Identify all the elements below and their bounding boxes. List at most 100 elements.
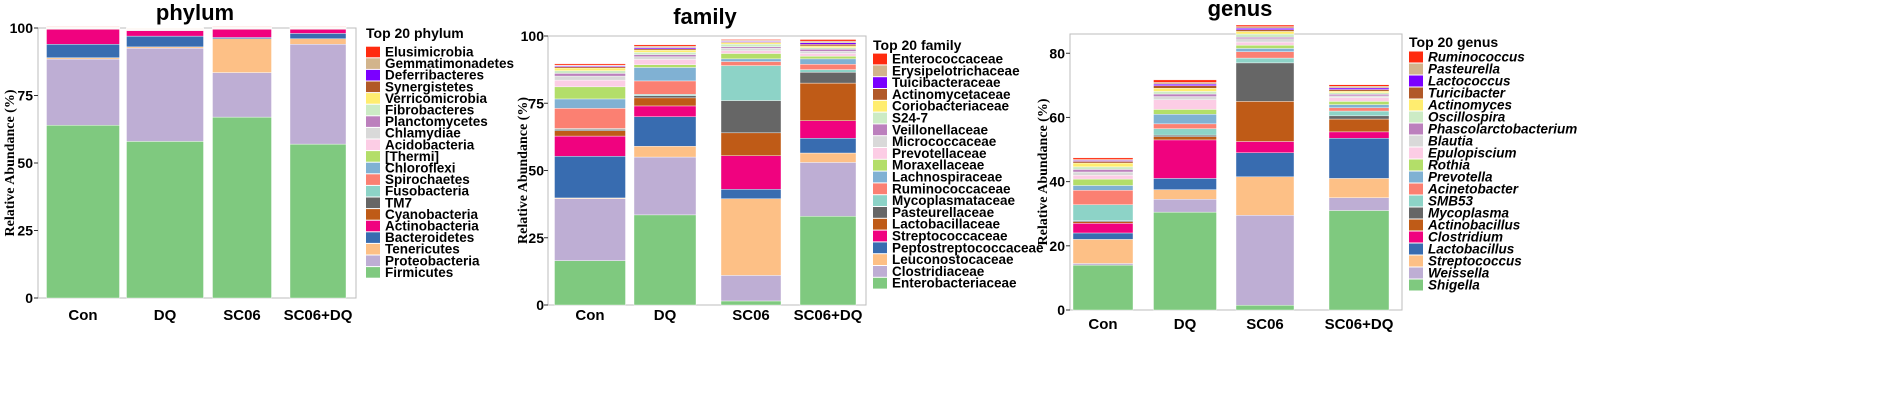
x-category-label: DQ [154, 307, 177, 324]
legend-entry-actinomycetaceae: Actinomycetaceae [892, 87, 1011, 102]
bar-segment-coriobacteriaceae [799, 45, 857, 48]
legend-entry-tuicibacteraceae: Tuicibacteraceae [892, 75, 1001, 90]
bar-stack-sc06-dq [799, 39, 857, 306]
chart-phylum: phylum Relative Abundance (%) 0 25 50 75 100 Co… [3, 0, 514, 324]
bar-segment-proteobacteria [212, 72, 272, 118]
bar-segment-tenericutes [46, 57, 120, 60]
bar-segment-peptostreptococcaceae [554, 156, 626, 199]
bar-stack-sc06-dq [1328, 84, 1390, 311]
bar-segment-micrococcaceae [720, 47, 782, 51]
bar-segment-lactobacillaceae [633, 97, 697, 107]
legend-swatch [873, 124, 887, 136]
bar-segment-pasteurella [1235, 26, 1295, 29]
y-tick-label: 0 [1057, 302, 1065, 318]
bar-segment-tenericutes [126, 46, 204, 49]
legend-entry-oscillospira: Oscillospira [1428, 110, 1506, 125]
legend-entry-streptococcus: Streptococcus [1428, 254, 1522, 269]
y-tick-label: 60 [1049, 109, 1065, 125]
legend-entry-turicibacter: Turicibacter [1428, 86, 1506, 101]
x-category-label: DQ [654, 307, 677, 324]
bar-segment-phascolarctobacterium [1153, 93, 1217, 97]
bar-segment-epulopiscium [1328, 97, 1390, 102]
x-category-label: SC06+DQ [794, 307, 863, 324]
legend-entry-lactococcus: Lactococcus [1428, 74, 1511, 89]
bar-segment-smb53 [1235, 57, 1295, 64]
chart-genus: genus Relative Abundance (%) 0 20 40 60 80 Con D… [1036, 0, 1577, 333]
bar-segment-turicibacter [1328, 89, 1390, 92]
legend: Top 20 phylum ElusimicrobiaGemmatimonadet… [366, 25, 514, 280]
bar-segment-lactobacillus [1153, 178, 1217, 190]
bar-segment-smb53 [1153, 128, 1217, 136]
bar-stack-sc06-dq [289, 26, 347, 299]
bar-segment-streptococcus [1235, 176, 1295, 216]
legend-swatch [1409, 135, 1423, 147]
legend-entry-gemmatimonadetes: Gemmatimonadetes [385, 56, 514, 71]
bar-segment-enterococcaceae [633, 44, 697, 47]
bar-segment-leuconostocaceae [720, 198, 782, 276]
bar-segment-s24-7 [799, 47, 857, 50]
legend-swatch [1409, 75, 1423, 87]
bar-segment-tuicibacteraceae [633, 47, 697, 50]
bar-segment-tuicibacteraceae [799, 42, 857, 45]
bar-segment-actinomycetaceae [799, 44, 857, 47]
bar-segment-clostridiaceae [720, 275, 782, 302]
bar-segment-clostridium [1153, 139, 1217, 179]
bar-segment-rothia [1153, 109, 1217, 115]
y-axis-label: Relative Abundance (%) [516, 97, 531, 244]
bar-segment-blautia [1328, 95, 1390, 98]
legend-swatch [1409, 171, 1423, 183]
bar-segment-lactococcus [1153, 83, 1217, 86]
legend-swatch [873, 77, 887, 88]
legend-title: Top 20 genus [1409, 34, 1498, 50]
bar-segment-micrococcaceae [799, 51, 857, 54]
legend-title: Top 20 family [873, 37, 962, 53]
bar-segment-ruminococcus [1072, 157, 1134, 160]
legend-swatch [873, 148, 887, 159]
bar-segment-clostridiaceae [799, 162, 857, 217]
legend-swatch [873, 218, 887, 230]
y-tick-label: 100 [10, 20, 34, 36]
bar-segment-bacteroidetes [212, 37, 272, 40]
bar-segment-actinomycetaceae [554, 66, 626, 69]
legend-entry-rothia: Rothia [1428, 158, 1470, 173]
legend-entry-proteobacteria: Proteobacteria [385, 253, 480, 268]
legend-entry-tenericutes: Tenericutes [385, 242, 460, 257]
bar-segment-ruminococcus [1328, 84, 1390, 87]
bar-segment-prevotellaceae [799, 53, 857, 57]
legend-swatch [1409, 219, 1423, 231]
bar-segment-veillonellaceae [633, 54, 697, 57]
bar-segment-phascolarctobacterium [1235, 37, 1295, 40]
legend-entry-prevotella: Prevotella [1428, 170, 1493, 185]
bar-segment-ruminococcus [1235, 24, 1295, 27]
bar-segment-micrococcaceae [633, 56, 697, 60]
legend-entry-enterococcaceae: Enterococcaceae [892, 52, 1004, 67]
bar-segment-oscillospira [1328, 92, 1390, 95]
bar-segment-mycoplasmataceae [720, 65, 782, 101]
legend-swatch [873, 230, 887, 242]
x-category-label: Con [68, 307, 97, 324]
bar-segment-weissella [1328, 197, 1390, 211]
bar-segment-moraxellaceae [633, 64, 697, 68]
bar-segment-enterobacteriaceae [554, 260, 626, 306]
bar-segment-moraxellaceae [554, 86, 626, 100]
bar-segment-smb53 [1328, 110, 1390, 117]
legend-entry-clostridium: Clostridium [1428, 230, 1503, 245]
bar-segment-streptococcus [1072, 239, 1134, 264]
bar-segment-lactobacillaceae [799, 82, 857, 121]
bar-segment-firmicutes [289, 143, 347, 299]
legend-entry-elusimicrobia: Elusimicrobia [385, 45, 474, 60]
bar-segment-pasteurellaceae [799, 72, 857, 84]
y-tick-label: 40 [1049, 174, 1065, 190]
bar-segment-lachnospiraceae [633, 67, 697, 82]
legend-swatch [873, 254, 887, 265]
bar-segment-enterobacteriaceae [799, 216, 857, 306]
legend-swatch [366, 197, 380, 209]
y-tick-label: 75 [17, 88, 33, 104]
legend-swatch [1409, 123, 1423, 135]
y-tick-label: 0 [25, 290, 33, 306]
bar-segment-clostridiaceae [554, 198, 626, 261]
bar-segment-lachnospiraceae [799, 58, 857, 65]
bar-segment-actinobacteria [212, 29, 272, 38]
bar-segment-s24-7 [554, 70, 626, 74]
bar-segment-acinetobacter [1072, 190, 1134, 205]
